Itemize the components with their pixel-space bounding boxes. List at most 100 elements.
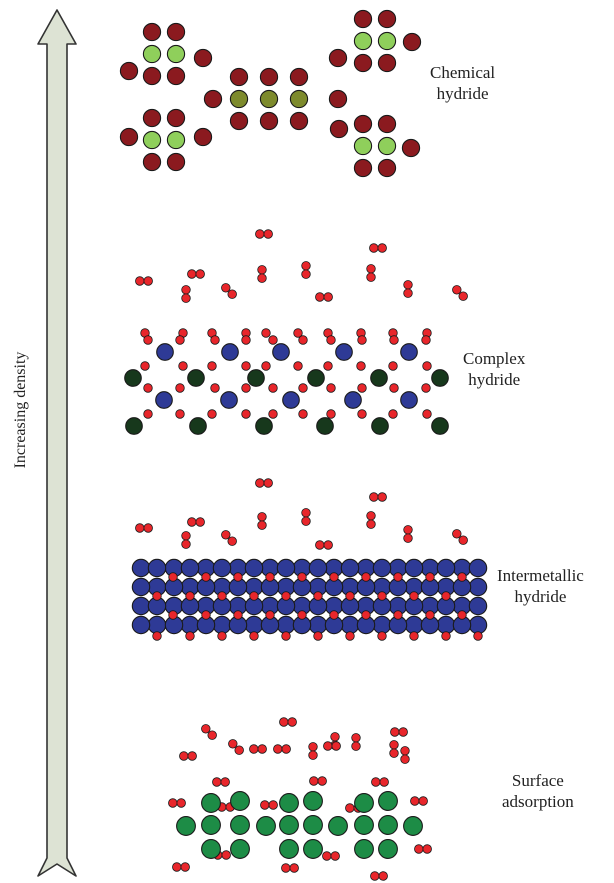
complex-metal-atom <box>222 344 239 361</box>
hydrogen-atom <box>222 284 231 293</box>
chem-atom <box>120 128 137 145</box>
intermetallic-atom <box>132 616 149 633</box>
hydrogen-atom <box>309 743 318 752</box>
hydrogen-atom <box>242 384 251 393</box>
hydrogen-atom <box>264 230 273 239</box>
complex-alkali-atom <box>308 370 325 387</box>
hydrogen-atom <box>213 778 222 787</box>
hydrogen-atom <box>261 801 270 810</box>
hydrogen-atom <box>423 845 432 854</box>
hydrogen-atom <box>411 797 420 806</box>
hydrogen-atom <box>196 518 205 527</box>
hydrogen-atom <box>255 479 264 488</box>
chem-atom <box>194 49 211 66</box>
intermetallic-atom <box>132 597 149 614</box>
hydrogen-atom <box>298 573 307 582</box>
hydrogen-atom <box>144 277 153 286</box>
label-chemical-line1: Chemical <box>430 62 495 83</box>
hydrogen-atom <box>330 573 339 582</box>
hydrogen-atom <box>269 336 278 345</box>
hydrogen-atom <box>258 266 267 275</box>
hydrogen-atom <box>218 592 227 601</box>
hydrogen-atom <box>331 852 340 861</box>
hydrogen-atom <box>371 872 380 881</box>
hydrogen-atom <box>459 292 468 301</box>
hydrogen-atom <box>422 336 431 345</box>
hydrogen-atom <box>298 611 307 620</box>
surface-substrate-atom <box>280 816 299 835</box>
hydrogen-atom <box>314 592 323 601</box>
chem-cluster-atom <box>378 54 395 71</box>
surface-substrate-atom <box>304 840 323 859</box>
label-chemical-line2: hydride <box>430 83 495 104</box>
hydrogen-atom <box>202 611 211 620</box>
hydrogen-atom <box>182 286 191 295</box>
hydrogen-atom <box>282 864 291 873</box>
hydrogen-atom <box>327 384 336 393</box>
label-complex-line1: Complex <box>463 348 525 369</box>
chem-cluster-atom <box>378 10 395 27</box>
hydrogen-atom <box>346 592 355 601</box>
hydrogen-atom <box>367 512 376 521</box>
complex-metal-atom <box>273 344 290 361</box>
density-axis-text: Increasing density <box>12 352 30 469</box>
hydrogen-atom <box>228 537 237 546</box>
surface-substrate-atom <box>304 792 323 811</box>
surface-substrate-atom <box>379 792 398 811</box>
hydrogen-atom <box>202 725 211 734</box>
hydrogen-atom <box>250 745 259 754</box>
hydrogen-atom <box>196 270 205 279</box>
chem-atom <box>290 112 307 129</box>
hydrogen-atom <box>358 410 367 419</box>
hydrogen-atom <box>250 592 259 601</box>
chem-cluster-atom <box>354 137 371 154</box>
intermetallic-atom <box>373 559 390 576</box>
hydrogen-atom <box>169 573 178 582</box>
hydrogen-atom <box>324 541 333 550</box>
complex-metal-atom <box>156 392 173 409</box>
hydrogen-atom <box>362 611 371 620</box>
hydrogen-atom <box>367 265 376 274</box>
hydrogen-atom <box>176 410 185 419</box>
chem-atom <box>290 90 307 107</box>
hydrogen-atom <box>352 742 361 751</box>
hydrogen-atom <box>229 740 238 749</box>
hydrogen-atom <box>458 573 467 582</box>
surface-substrate-atom <box>404 817 423 836</box>
hydrogen-atom <box>378 493 387 502</box>
hydrogen-atom <box>309 751 318 760</box>
hydrogen-atom <box>426 611 435 620</box>
hydrogen-atom <box>327 410 336 419</box>
complex-alkali-atom <box>126 418 143 435</box>
hydrogen-atom <box>415 845 424 854</box>
hydrogen-atom <box>458 611 467 620</box>
hydrogen-atom <box>367 520 376 529</box>
intermetallic-atom <box>181 616 198 633</box>
hydrogen-atom <box>442 592 451 601</box>
complex-metal-atom <box>401 344 418 361</box>
intermetallic-atom <box>309 559 326 576</box>
chem-cluster-atom <box>354 32 371 49</box>
intermetallic-atom <box>469 578 486 595</box>
hydrogen-atom <box>357 362 366 371</box>
intermetallic-atom <box>213 559 230 576</box>
hydrogen-atom <box>269 410 278 419</box>
hydrogen-atom <box>242 362 251 371</box>
surface-substrate-atom <box>202 794 221 813</box>
chem-atom <box>330 120 347 137</box>
hydrogen-atom <box>144 336 153 345</box>
intermetallic-atom <box>341 616 358 633</box>
surface-substrate-atom <box>379 840 398 859</box>
hydrogen-atom <box>324 362 333 371</box>
chem-atom <box>260 90 277 107</box>
surface-substrate-atom <box>280 794 299 813</box>
hydrogen-atom <box>294 362 303 371</box>
chem-atom <box>403 33 420 50</box>
hydrogen-atom <box>258 513 267 522</box>
chem-cluster-atom <box>354 115 371 132</box>
hydrogen-atom <box>222 531 231 540</box>
hydrogen-atom <box>144 410 153 419</box>
hydrogen-atom <box>352 734 361 743</box>
label-complex-hydride: Complex hydride <box>463 348 525 391</box>
